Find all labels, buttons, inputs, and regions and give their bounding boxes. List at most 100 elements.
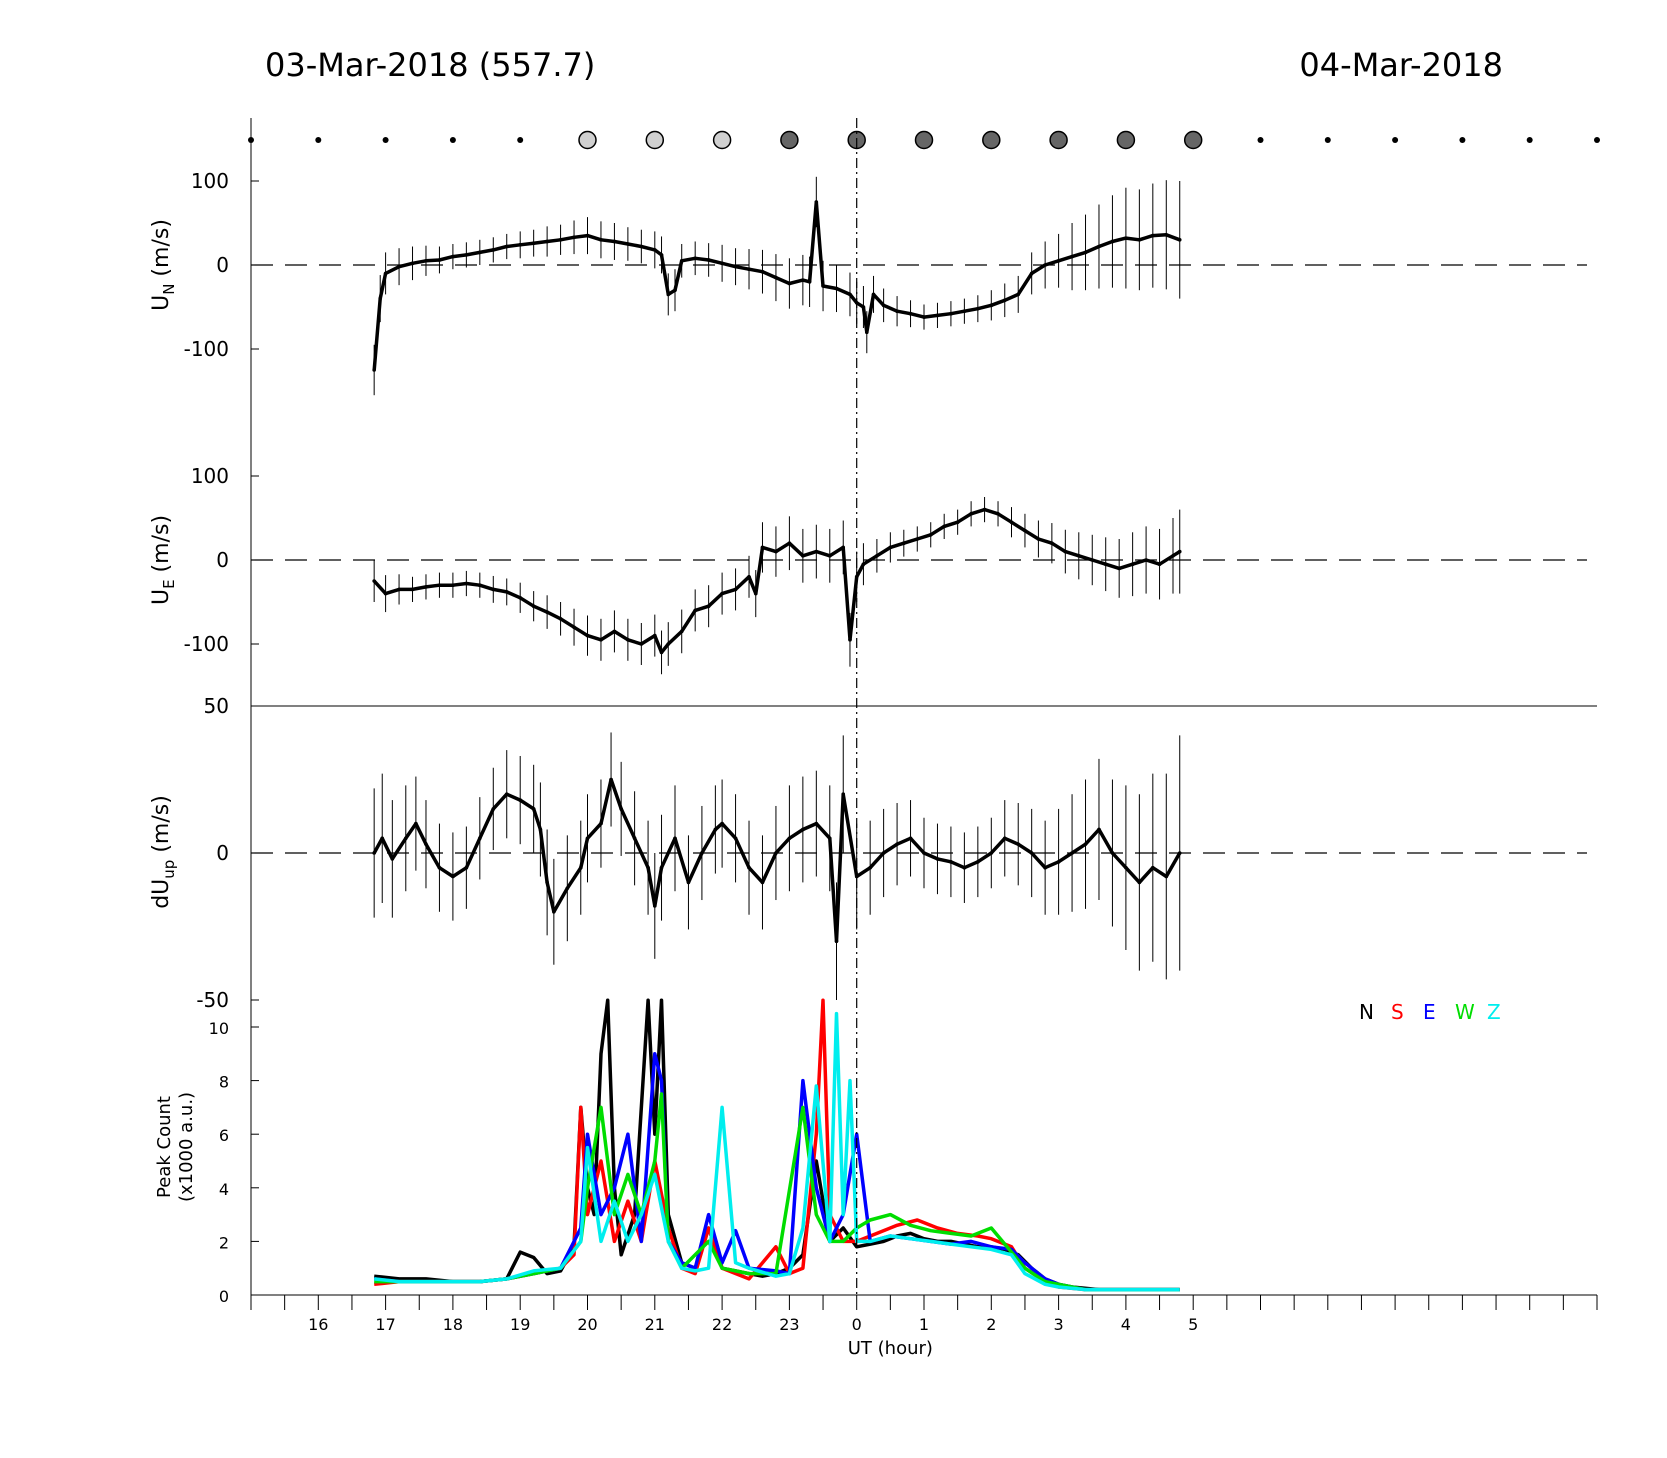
data-point xyxy=(949,311,953,316)
data-point xyxy=(814,821,819,826)
data-point xyxy=(841,792,846,796)
data-point xyxy=(518,798,522,802)
data-point xyxy=(659,650,664,655)
moon-light-marker xyxy=(712,130,732,150)
left-date-title: 03-Mar-2018 (557.7) xyxy=(265,46,595,84)
ue-plot xyxy=(372,497,1182,675)
data-point xyxy=(774,851,778,855)
data-point xyxy=(1097,244,1101,249)
data-point xyxy=(888,545,893,550)
data-point xyxy=(397,587,401,592)
data-point xyxy=(1043,865,1047,870)
peak-count-plot xyxy=(374,998,1180,1292)
x-tick-label: 22 xyxy=(712,1315,732,1334)
data-point xyxy=(424,842,428,846)
data-point xyxy=(1036,537,1041,541)
data-point xyxy=(424,259,428,263)
data-point xyxy=(437,865,442,870)
data-point xyxy=(451,874,455,879)
legend-entry-e: E xyxy=(1423,1000,1436,1024)
data-point xyxy=(653,633,657,638)
data-point xyxy=(774,275,778,280)
data-point xyxy=(437,258,442,262)
data-point xyxy=(1130,562,1135,566)
x-tick-label: 16 xyxy=(308,1315,328,1334)
data-point xyxy=(403,836,408,841)
data-point xyxy=(1090,558,1095,562)
data-point xyxy=(390,857,395,861)
data-point xyxy=(478,250,482,255)
data-point xyxy=(854,575,859,579)
moon-dot-marker xyxy=(1526,137,1533,143)
data-point xyxy=(424,585,428,589)
data-point xyxy=(639,244,644,249)
data-point xyxy=(538,827,543,832)
data-point xyxy=(908,836,913,841)
y-tick-label: -50 xyxy=(196,988,229,1012)
duup-y-axis-label: dUup (m/s) xyxy=(149,795,178,909)
data-point xyxy=(955,520,960,524)
y-tick-label: 6 xyxy=(219,1126,229,1145)
data-point xyxy=(410,587,415,592)
data-point xyxy=(1043,263,1047,267)
legend-entry-n: N xyxy=(1359,1000,1374,1024)
moon-dot-marker xyxy=(382,137,389,143)
data-point xyxy=(962,309,967,314)
data-point xyxy=(372,851,376,855)
un-y-axis-label: UN (m/s) xyxy=(149,219,178,311)
data-point xyxy=(915,537,920,541)
data-point xyxy=(1124,865,1128,870)
data-point xyxy=(801,827,805,832)
data-point xyxy=(612,239,617,244)
data-point xyxy=(383,271,388,276)
data-point xyxy=(1103,562,1108,566)
data-point xyxy=(626,242,630,246)
data-point xyxy=(827,836,832,841)
data-point xyxy=(881,303,886,308)
ut-x-axis-label: UT (hour) xyxy=(848,1338,933,1359)
y-tick-label: -100 xyxy=(184,632,229,656)
data-point xyxy=(504,792,509,796)
data-point xyxy=(552,910,556,914)
data-point xyxy=(834,939,839,943)
data-point xyxy=(679,629,684,634)
moon-dark-marker xyxy=(1049,130,1068,150)
data-point xyxy=(451,583,455,587)
data-point xyxy=(599,821,603,826)
wind-series-line xyxy=(372,200,1181,371)
data-point xyxy=(922,851,926,855)
data-point xyxy=(1177,238,1182,242)
y-tick-label: -100 xyxy=(184,337,229,361)
data-point xyxy=(706,258,711,262)
data-point xyxy=(666,642,671,646)
data-point xyxy=(864,330,869,335)
legend-entry-z: Z xyxy=(1487,1000,1501,1024)
x-tick-label: 3 xyxy=(1054,1315,1064,1334)
data-point xyxy=(1056,259,1061,263)
x-tick-label: 1 xyxy=(919,1315,929,1334)
ue-y-axis-label-unit: (m/s) xyxy=(149,515,174,579)
moon-phase-markers xyxy=(248,130,1600,150)
data-point xyxy=(1070,851,1074,855)
data-point xyxy=(585,836,590,841)
data-point xyxy=(814,200,819,204)
moon-dark-marker xyxy=(1183,130,1203,150)
moon-dot-marker xyxy=(1257,137,1264,143)
data-point xyxy=(612,629,617,634)
data-point xyxy=(626,638,630,642)
data-point xyxy=(1029,271,1034,276)
moon-light-marker xyxy=(645,130,665,150)
data-point xyxy=(787,836,792,841)
data-point xyxy=(949,860,953,864)
data-point xyxy=(760,880,765,885)
data-point xyxy=(383,591,388,596)
moon-dot-marker xyxy=(315,137,322,143)
data-point xyxy=(679,259,684,263)
data-point xyxy=(706,604,711,608)
data-point xyxy=(976,860,980,864)
moon-dot-marker xyxy=(517,137,524,143)
x-tick-label: 4 xyxy=(1121,1315,1131,1334)
data-point xyxy=(895,842,899,846)
data-point xyxy=(531,241,536,245)
